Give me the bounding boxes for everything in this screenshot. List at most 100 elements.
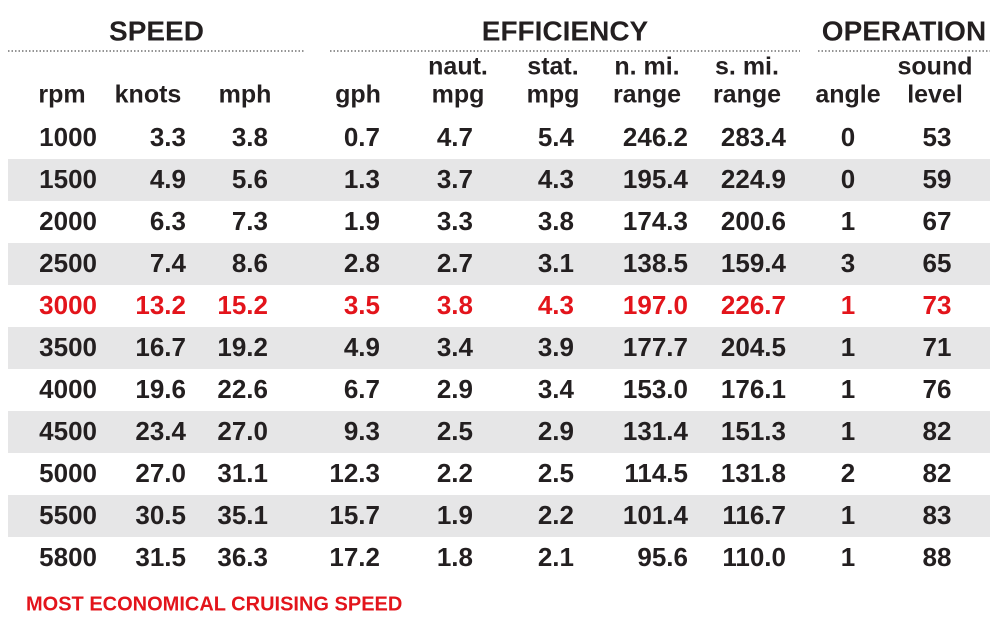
cell: 200.6 xyxy=(721,206,786,236)
cell: 0.7 xyxy=(344,122,380,152)
cell: 15.2 xyxy=(217,290,268,320)
row-band xyxy=(8,411,990,453)
cell: 4000 xyxy=(39,374,97,404)
column-header: range xyxy=(613,81,681,109)
cell: 4.9 xyxy=(150,164,186,194)
cell: 3.3 xyxy=(437,206,473,236)
cell: 153.0 xyxy=(623,374,688,404)
cell: 224.9 xyxy=(721,164,786,194)
cell: 110.0 xyxy=(722,542,786,572)
cell: 3.7 xyxy=(437,164,473,194)
cell: 1500 xyxy=(39,164,97,194)
cell: 12.3 xyxy=(329,458,380,488)
cell: 73 xyxy=(923,290,952,320)
cell: 76 xyxy=(923,374,952,404)
cell: 7.3 xyxy=(232,206,268,236)
column-header: mpg xyxy=(527,81,580,109)
cell: 53 xyxy=(923,122,952,152)
cell: 4.3 xyxy=(538,290,574,320)
cell: 27.0 xyxy=(135,458,186,488)
column-header: s. mi. xyxy=(715,53,779,81)
cell: 2500 xyxy=(39,248,97,278)
cell: 1 xyxy=(841,332,855,362)
cell: 131.8 xyxy=(721,458,786,488)
cell: 5800 xyxy=(39,542,97,572)
cell: 4.9 xyxy=(344,332,380,362)
cell: 27.0 xyxy=(217,416,268,446)
cell: 22.6 xyxy=(217,374,268,404)
cell: 204.5 xyxy=(721,332,786,362)
column-header: gph xyxy=(335,81,381,109)
column-header: naut. xyxy=(428,53,488,81)
column-header: sound xyxy=(898,53,973,81)
column-header: stat. xyxy=(527,53,578,81)
row-band xyxy=(8,159,990,201)
cell: 82 xyxy=(923,458,952,488)
cell: 7.4 xyxy=(150,248,187,278)
column-header: range xyxy=(713,81,781,109)
cell: 1 xyxy=(841,374,855,404)
cell: 5.4 xyxy=(538,122,575,152)
column-header: level xyxy=(907,81,963,109)
cell: 101.4 xyxy=(623,500,689,530)
cell: 4.3 xyxy=(538,164,574,194)
cell: 13.2 xyxy=(135,290,186,320)
cell: 3.8 xyxy=(437,290,473,320)
cell: 177.7 xyxy=(623,332,688,362)
cell: 3.8 xyxy=(232,122,268,152)
cell: 88 xyxy=(923,542,952,572)
cell: 4500 xyxy=(39,416,97,446)
cell: 3500 xyxy=(39,332,97,362)
cell: 1 xyxy=(841,500,855,530)
cell: 3.1 xyxy=(538,248,574,278)
column-header: mph xyxy=(219,81,272,109)
cell: 2.1 xyxy=(538,542,574,572)
cell: 1.9 xyxy=(437,500,473,530)
cell: 151.3 xyxy=(721,416,786,446)
cell: 30.5 xyxy=(135,500,186,530)
cell: 1 xyxy=(841,206,855,236)
cell: 116.7 xyxy=(722,500,786,530)
cell: 3.3 xyxy=(150,122,186,152)
cell: 31.5 xyxy=(135,542,186,572)
cell: 6.7 xyxy=(344,374,380,404)
cell: 1.3 xyxy=(344,164,380,194)
footnote: MOST ECONOMICAL CRUISING SPEED xyxy=(26,593,402,615)
cell: 59 xyxy=(923,164,952,194)
cell: 17.2 xyxy=(329,542,380,572)
cell: 3.5 xyxy=(344,290,380,320)
cell: 3000 xyxy=(39,290,97,320)
cell: 0 xyxy=(841,122,855,152)
cell: 1000 xyxy=(39,122,97,152)
cell: 1 xyxy=(841,290,855,320)
column-header: knots xyxy=(115,81,182,109)
cell: 226.7 xyxy=(721,290,786,320)
cell: 3.4 xyxy=(437,332,474,362)
cell: 2.9 xyxy=(437,374,473,404)
row-band xyxy=(8,243,990,285)
cell: 2.2 xyxy=(437,458,473,488)
cell: 31.1 xyxy=(217,458,268,488)
cell: 1.9 xyxy=(344,206,380,236)
group-heading: EFFICIENCY xyxy=(482,15,649,46)
cell: 176.1 xyxy=(721,374,786,404)
cell: 246.2 xyxy=(623,122,688,152)
cell: 197.0 xyxy=(623,290,688,320)
cell: 3 xyxy=(841,248,855,278)
cell: 82 xyxy=(923,416,952,446)
cell: 5500 xyxy=(39,500,97,530)
column-header: mpg xyxy=(432,81,485,109)
cell: 83 xyxy=(923,500,952,530)
cell: 2.2 xyxy=(538,500,574,530)
cell: 19.2 xyxy=(217,332,268,362)
cell: 19.6 xyxy=(135,374,186,404)
cell: 1.8 xyxy=(437,542,473,572)
cell: 5.6 xyxy=(232,164,268,194)
cell: 3.9 xyxy=(538,332,574,362)
cell: 67 xyxy=(923,206,952,236)
column-header: rpm xyxy=(38,81,85,109)
cell: 283.4 xyxy=(721,122,787,152)
cell: 5000 xyxy=(39,458,97,488)
cell: 16.7 xyxy=(135,332,186,362)
group-heading: SPEED xyxy=(109,15,204,46)
